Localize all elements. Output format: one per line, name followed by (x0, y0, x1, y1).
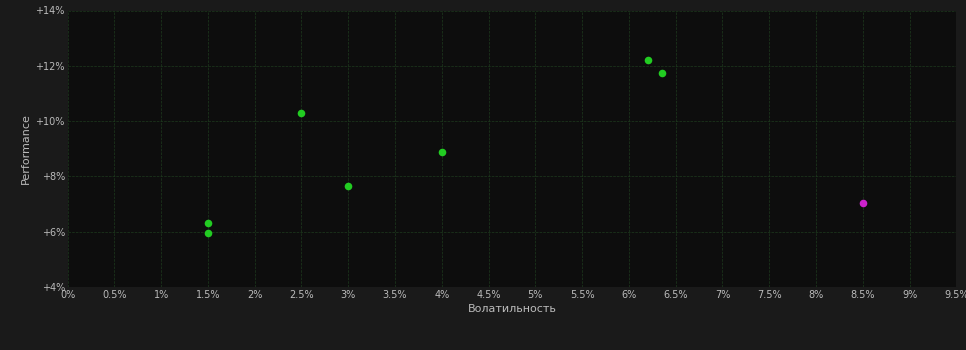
Point (200, 230, 215, 236)
Point (654, 70, 669, 76)
Point (200, 220, 215, 226)
Point (294, 110, 309, 116)
Point (639, 57, 655, 63)
Point (855, 200, 870, 205)
X-axis label: Волатильность: Волатильность (468, 304, 556, 314)
Point (341, 183, 356, 189)
Point (434, 149, 449, 154)
Y-axis label: Performance: Performance (21, 113, 31, 184)
